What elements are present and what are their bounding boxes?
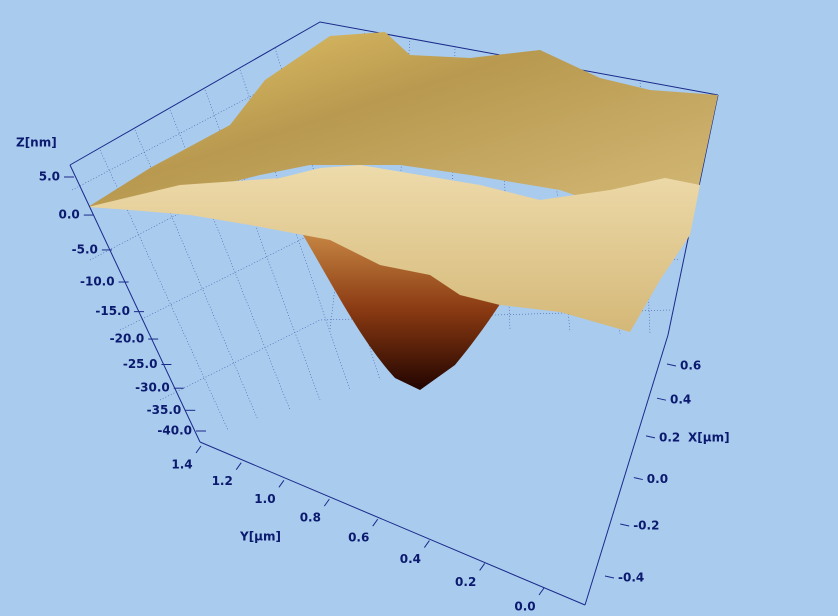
x-axis-label: X[µm] [688,431,730,445]
y-tick-label: 0.2 [455,575,476,589]
y-tick-label: 1.0 [254,492,275,506]
y-tick-label: 1.4 [171,458,192,472]
x-tick-label: 0.6 [680,359,701,373]
x-tick-label: -0.4 [618,571,644,585]
z-tick-label: -35.0 [147,403,182,417]
y-tick [538,587,545,596]
z-tick-label: -40.0 [157,424,192,438]
z-axis-label: Z[nm] [16,136,57,150]
z-tick-label: -25.0 [123,357,158,371]
y-tick-label: 0.0 [514,600,535,614]
z-tick-label: -10.0 [80,275,115,289]
x-tick-label: 0.2 [659,430,680,444]
surface [88,32,718,390]
x-tick [666,363,677,367]
z-tick-label: -30.0 [135,381,170,395]
surface-front [88,165,700,332]
y-axis-label: Y[µm] [239,530,281,544]
y-tick [235,462,242,470]
y-tick-label: 0.6 [348,531,369,545]
y-tick-label: 1.2 [212,474,233,488]
x-tick-label: 0.4 [670,393,691,407]
y-tick-label: 0.4 [400,552,421,566]
y-tick [278,480,285,488]
z-tick-label: -20.0 [110,332,145,346]
y-tick [372,518,379,527]
z-tick-label: 5.0 [39,170,60,184]
y-tick [479,563,486,571]
axes [69,164,669,606]
surface-back [88,32,718,235]
x-tick [656,397,667,401]
z-tick-label: -15.0 [95,304,130,318]
x-tick [604,575,615,579]
x-tick-label: 0.0 [647,472,668,486]
x-tick-label: -0.2 [633,518,659,532]
x-tick [620,523,630,527]
y-tick [323,498,330,507]
x-tick [645,435,656,439]
x-tick [633,477,643,481]
z-tick-label: -5.0 [72,242,98,256]
z-tick-label: 0.0 [59,208,80,222]
y-tick-label: 0.8 [300,511,321,525]
y-tick [423,540,430,548]
y-tick [195,445,202,454]
